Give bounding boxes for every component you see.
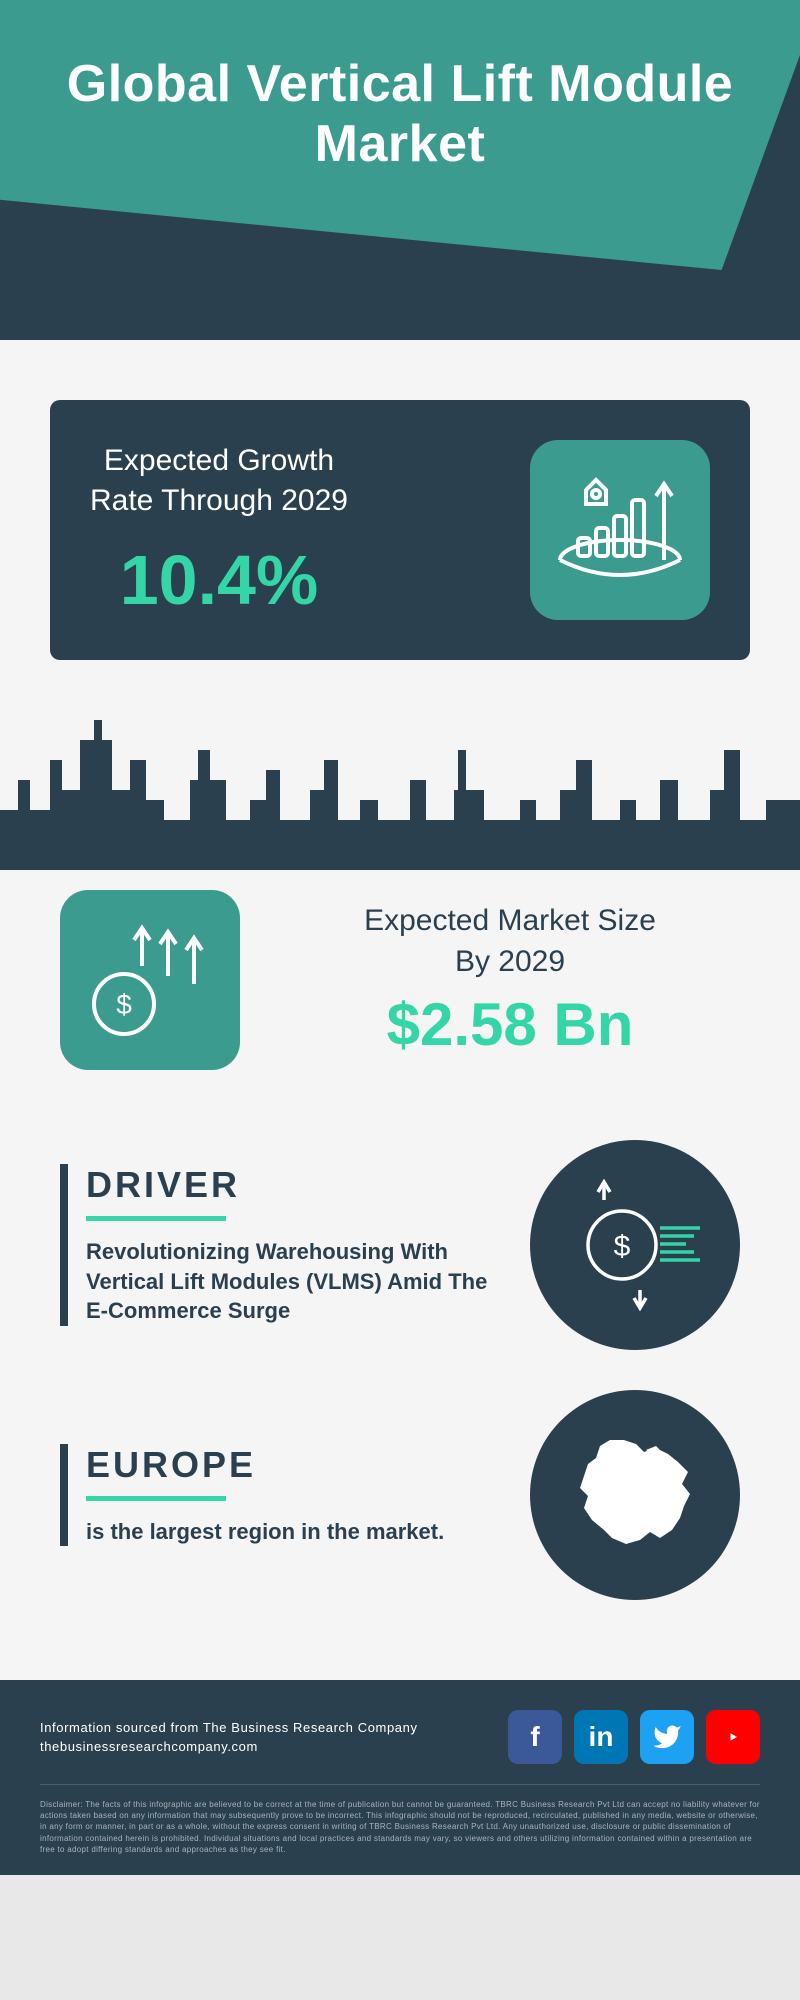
market-text-block: Expected Market Size By 2029 $2.58 Bn [280,901,740,1059]
growth-chart-icon [530,440,710,620]
driver-circle-icon: $ [530,1140,740,1350]
driver-bar-icon [60,1164,68,1326]
svg-text:$: $ [116,989,132,1020]
growth-text-block: Expected Growth Rate Through 2029 10.4% [90,441,348,620]
growth-label-line2: Rate Through 2029 [90,481,348,522]
growth-value: 10.4% [90,540,348,620]
source-line2: thebusinessresearchcompany.com [40,1737,418,1757]
growth-rate-card: Expected Growth Rate Through 2029 10.4% [50,400,750,660]
region-body: is the largest region in the market. [86,1517,500,1547]
main-title: Global Vertical Lift Module Market [0,55,800,175]
market-label-line1: Expected Market Size [280,901,740,942]
region-circle-icon [530,1390,740,1600]
driver-underline [86,1216,226,1221]
market-value: $2.58 Bn [280,990,740,1059]
social-icons: f in [508,1710,760,1764]
youtube-icon[interactable] [706,1710,760,1764]
driver-heading: DRIVER [86,1164,500,1206]
market-label-line2: By 2029 [280,942,740,983]
infographic-container: Global Vertical Lift Module Market Expec… [0,0,800,1875]
driver-row: DRIVER Revolutionizing Warehousing With … [0,1120,800,1370]
facebook-icon[interactable]: f [508,1710,562,1764]
market-size-icon: $ [60,890,240,1070]
region-underline [86,1496,226,1501]
svg-text:$: $ [614,1230,631,1263]
header-block: Global Vertical Lift Module Market [0,0,800,340]
disclaimer-text: Disclaimer: The facts of this infographi… [40,1799,760,1855]
region-row: EUROPE is the largest region in the mark… [0,1370,800,1620]
source-line1: Information sourced from The Business Re… [40,1718,418,1738]
linkedin-icon[interactable]: in [574,1710,628,1764]
market-size-section: $ Expected Market Size By 2029 $2.58 Bn [0,890,800,1120]
region-bar-icon [60,1444,68,1547]
footer-block: Information sourced from The Business Re… [0,1680,800,1875]
region-heading: EUROPE [86,1444,500,1486]
driver-body: Revolutionizing Warehousing With Vertica… [86,1237,500,1326]
skyline-divider [0,690,800,890]
twitter-icon[interactable] [640,1710,694,1764]
growth-label-line1: Expected Growth [90,441,348,482]
